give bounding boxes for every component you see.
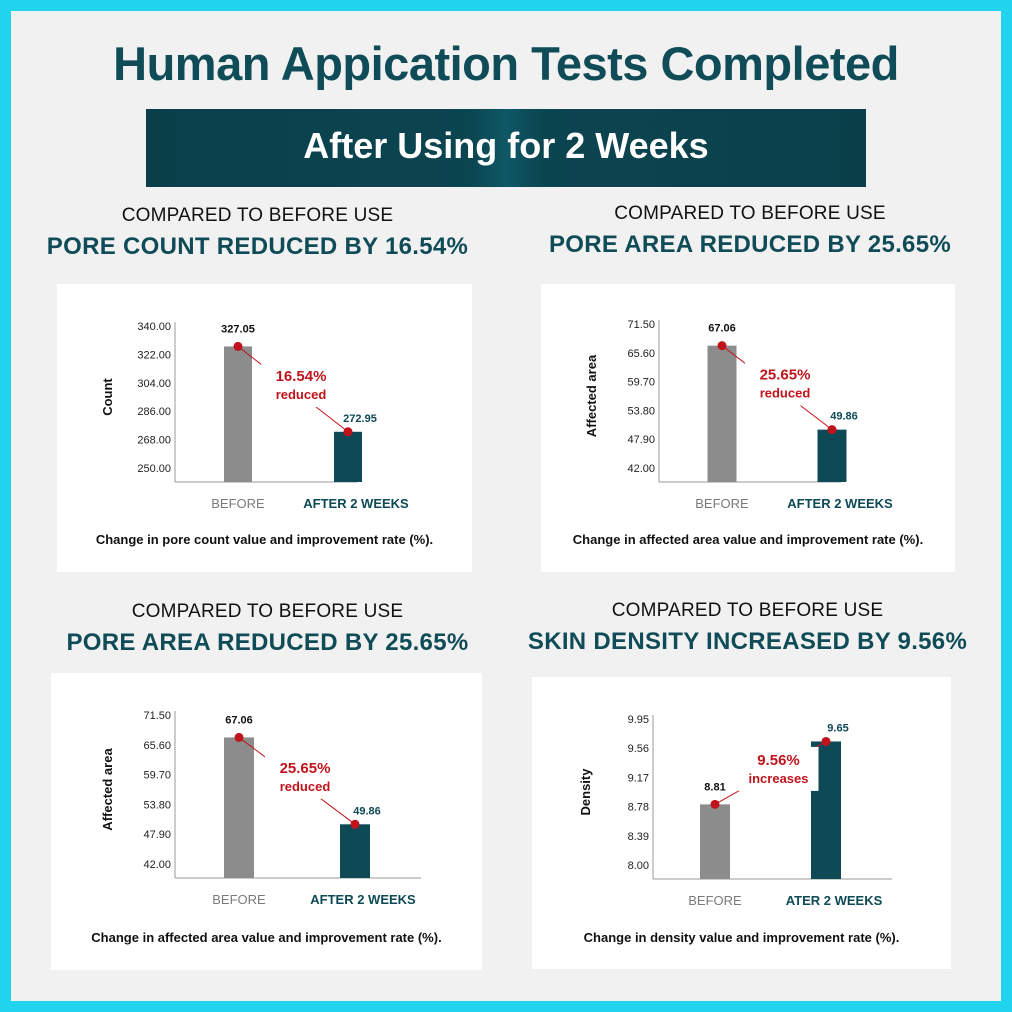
y-tick-label: 53.80 [143, 799, 171, 811]
chart-panel-pore-area-2: 71.50 65.60 59.70 53.80 47.90 42.00 Affected a… [51, 673, 482, 970]
data-point [343, 427, 353, 437]
bar [700, 804, 730, 879]
bar [707, 345, 737, 482]
heading-pore-area-2: COMPARED TO BEFORE USE PORE AREA REDUCED… [45, 601, 490, 657]
banner: After Using for 2 Weeks [146, 109, 866, 187]
chart-caption: Change in density value and improvement … [583, 930, 900, 945]
y-tick-label: 9.17 [628, 772, 649, 784]
data-point [233, 341, 243, 351]
y-tick-label: 8.39 [628, 831, 649, 843]
y-tick-label: 47.90 [143, 829, 171, 841]
y-tick-label: 286.00 [137, 406, 171, 418]
data-label: 9.65 [827, 722, 848, 734]
bar [340, 824, 370, 878]
y-axis-label: Count [100, 378, 115, 416]
y-tick-label: 65.60 [627, 348, 655, 360]
heading-pore-area: COMPARED TO BEFORE USE PORE AREA REDUCED… [530, 203, 970, 259]
chart-pore-count: 340.00 322.00 304.00 286.00 268.00 250.00 Coun… [100, 321, 409, 511]
x-tick-label: AFTER 2 WEEKS [303, 496, 409, 511]
annotation-background [745, 361, 825, 406]
chart-skin-density: 9.95 9.56 9.17 8.78 8.39 8.00 Density 8.81 BEFOR… [578, 714, 892, 908]
heading-sub: COMPARED TO BEFORE USE [131, 601, 404, 622]
annotation-percent: 9.56% [757, 752, 800, 769]
y-axis-label: Affected area [584, 354, 599, 437]
y-tick-label: 59.70 [143, 770, 171, 782]
chart-caption: Change in affected area value and improv… [572, 532, 924, 547]
bar [334, 431, 362, 482]
data-label: 49.86 [353, 805, 381, 817]
y-tick-label: 8.00 [628, 860, 649, 872]
heading-headline: SKIN DENSITY INCREASED BY 9.56% [527, 628, 968, 655]
annotation-percent: 25.65% [760, 367, 811, 384]
data-point [710, 799, 720, 809]
annotation-text: reduced [280, 779, 331, 794]
y-axis-label: Density [578, 768, 593, 816]
data-label: 67.06 [708, 323, 736, 335]
y-tick-label: 42.00 [143, 859, 171, 871]
heading-pore-count: COMPARED TO BEFORE USE PORE COUNT REDUCE… [40, 205, 475, 261]
x-tick-label: ATER 2 WEEKS [786, 893, 883, 908]
y-axis-label: Affected area [100, 748, 115, 831]
chart-pore-area: 71.50 65.60 59.70 53.80 47.90 42.00 Affected a… [584, 319, 893, 511]
y-tick-label: 47.90 [627, 434, 655, 446]
data-label: 327.05 [221, 323, 255, 335]
page-title: Human Appication Tests Completed [113, 37, 899, 90]
x-tick-label: AFTER 2 WEEKS [310, 892, 416, 907]
chart-caption: Change in affected area value and improv… [91, 930, 442, 945]
annotation-percent: 25.65% [280, 760, 331, 777]
annotation-text: reduced [760, 386, 811, 401]
y-tick-label: 65.60 [143, 740, 171, 752]
annotation-percent: 16.54% [276, 368, 327, 385]
heading-headline: PORE AREA REDUCED BY 25.65% [66, 629, 469, 656]
y-tick-label: 340.00 [137, 321, 171, 333]
y-tick-label: 71.50 [627, 319, 655, 331]
heading-sub: COMPARED TO BEFORE USE [611, 600, 884, 621]
y-tick-label: 268.00 [137, 435, 171, 447]
annotation-background [261, 363, 341, 408]
annotation-text: increases [749, 771, 809, 786]
bar [817, 429, 847, 482]
heading-sub: COMPARED TO BEFORE USE [614, 203, 886, 224]
bar [224, 737, 254, 878]
data-point [821, 736, 831, 746]
data-label: 272.95 [343, 413, 377, 425]
x-tick-label: BEFORE [211, 496, 265, 511]
x-tick-label: AFTER 2 WEEKS [787, 496, 893, 511]
chart-pore-area-2: 71.50 65.60 59.70 53.80 47.90 42.00 Affected a… [100, 710, 421, 907]
y-tick-label: 304.00 [137, 378, 171, 390]
banner-text: After Using for 2 Weeks [303, 125, 709, 166]
y-tick-label: 322.00 [137, 349, 171, 361]
annotation-background [738, 746, 819, 791]
data-label: 49.86 [830, 411, 858, 423]
chart-caption: Change in pore count value and improveme… [95, 532, 434, 547]
data-label: 8.81 [704, 781, 725, 793]
data-point [827, 425, 837, 435]
heading-headline: PORE COUNT REDUCED BY 16.54% [46, 233, 469, 260]
data-point [350, 819, 360, 829]
data-point [234, 732, 244, 742]
y-tick-label: 9.56 [628, 743, 649, 755]
heading-headline: PORE AREA REDUCED BY 25.65% [549, 231, 951, 258]
heading-skin-density: COMPARED TO BEFORE USE SKIN DENSITY INCR… [515, 600, 980, 656]
data-label: 67.06 [225, 714, 253, 726]
y-tick-label: 9.95 [628, 714, 649, 726]
annotation-background [265, 754, 345, 799]
annotation-text: reduced [276, 387, 327, 402]
y-tick-label: 71.50 [143, 710, 171, 722]
y-tick-label: 42.00 [627, 463, 655, 475]
y-tick-label: 59.70 [627, 377, 655, 389]
heading-sub: COMPARED TO BEFORE USE [121, 205, 394, 226]
y-tick-label: 53.80 [627, 405, 655, 417]
y-tick-label: 8.78 [628, 802, 649, 814]
x-tick-label: BEFORE [695, 496, 749, 511]
data-point [717, 341, 727, 351]
y-tick-label: 250.00 [137, 463, 171, 475]
x-tick-label: BEFORE [212, 892, 266, 907]
x-tick-label: BEFORE [688, 893, 742, 908]
chart-panel-pore-count: 340.00 322.00 304.00 286.00 268.00 250.00 Coun… [57, 284, 472, 572]
chart-panel-pore-area: 71.50 65.60 59.70 53.80 47.90 42.00 Affected a… [541, 284, 955, 572]
bar [224, 346, 252, 482]
chart-panel-skin-density: 9.95 9.56 9.17 8.78 8.39 8.00 Density 8.81 BEFOR… [532, 677, 951, 969]
